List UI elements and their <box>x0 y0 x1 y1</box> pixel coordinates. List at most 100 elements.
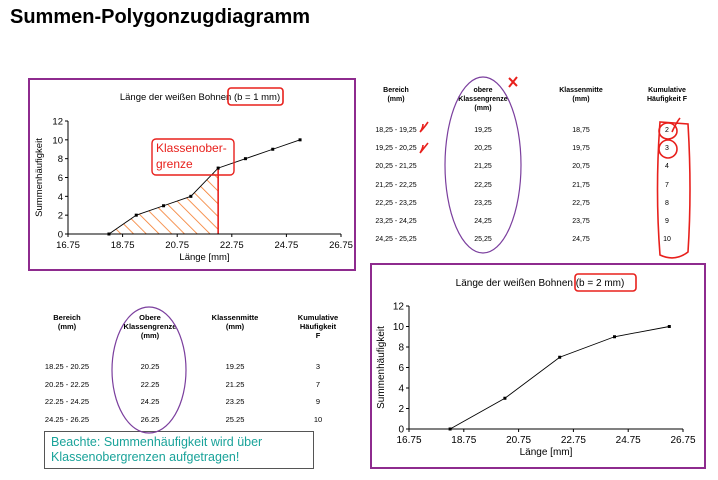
x-tick-label: 26.75 <box>670 435 695 446</box>
x-tick-label: 20.75 <box>506 435 531 446</box>
data-point <box>667 325 671 328</box>
table-cell: 20,25 <box>474 145 492 153</box>
klassenobergrenze-annotation: Klassenober-grenze <box>151 138 235 176</box>
table-cell: 9 <box>665 218 669 225</box>
y-tick-label: 2 <box>58 211 63 222</box>
annotation-box <box>151 138 235 176</box>
cross-mark <box>508 76 518 88</box>
series-line <box>108 139 301 235</box>
chart-2: 0 2 4 6 8 10 12 16.75 18.75 20.75 22.75 24.75 26.75 L… <box>376 273 696 458</box>
y-tick-label: 2 <box>398 404 404 415</box>
data-point <box>448 427 452 431</box>
table-cell: 20.25 <box>140 362 160 371</box>
page-title: Summen-Polygonzugdiagramm <box>10 6 311 28</box>
table-cell: 18,75 <box>572 127 590 134</box>
b-value-highlight <box>227 87 284 106</box>
x-tick-label: 18.75 <box>451 435 476 446</box>
data-point <box>216 166 220 170</box>
table-header-cell: Klassenmitte (mm) <box>559 87 603 103</box>
table-cell: 19,25 <box>474 127 492 134</box>
table-1: Bereich (mm) obere Klassengrenze (mm) Klassen… <box>360 80 705 260</box>
y-axis-label: Summenhäufigkeit <box>376 326 387 409</box>
table-cell: 20,75 <box>572 163 590 171</box>
check-marks <box>419 117 681 154</box>
data-point <box>189 194 193 198</box>
x-tick-label: 20.75 <box>165 240 189 251</box>
table-header-cell: Klassenmitte (mm) <box>211 313 259 331</box>
y-tick-label: 8 <box>58 154 63 165</box>
frequency-highlights <box>656 121 691 259</box>
y-tick-label: 0 <box>58 230 63 241</box>
table-cell: 7 <box>665 181 669 189</box>
y-tick-label: 0 <box>398 425 404 436</box>
data-point <box>107 232 111 236</box>
x-tick-label: 22.75 <box>561 435 586 446</box>
table-cell: 23,25 - 24,25 <box>375 218 417 225</box>
table-cell: 24,25 - 25,25 <box>375 236 417 244</box>
data-point <box>162 204 166 208</box>
y-tick-label: 12 <box>393 302 405 313</box>
table-cell: 24,75 <box>572 236 590 244</box>
y-tick-label: 6 <box>398 363 404 374</box>
chart-title: Länge der weißen Bohnen (b = 1 mm) <box>120 92 280 103</box>
data-point <box>298 138 302 142</box>
table-cell: 26.25 <box>140 414 160 424</box>
table-cell: 22.25 - 24.25 <box>44 397 90 407</box>
table-cell: 18.25 - 20.25 <box>44 362 90 371</box>
table-cell: 3 <box>665 145 669 153</box>
table-cell: 4 <box>665 163 669 171</box>
table-cell: 22,25 <box>474 181 492 189</box>
table-header-cell: obere Klassengrenze (mm) <box>458 87 508 112</box>
table-cell: 21,25 - 22,25 <box>375 181 417 189</box>
table-cell: 21.25 <box>225 379 245 389</box>
table-cell: 24.25 - 26.25 <box>44 414 90 424</box>
table-cell: 18,25 - 19,25 <box>375 127 417 134</box>
x-tick-label: 16.75 <box>56 240 80 251</box>
y-axis-label: Summenhäufigkeit <box>34 138 45 217</box>
table-cell: 10 <box>663 236 671 244</box>
x-tick-label: 24.75 <box>275 240 299 251</box>
table-cell: 20.25 - 22.25 <box>44 379 90 389</box>
chart-1-panel: 0 2 4 6 8 10 12 16.75 18.75 20.75 22.75 24.75 26.75 L… <box>28 78 356 271</box>
x-tick-label: 16.75 <box>396 435 421 446</box>
y-tick-label: 8 <box>398 343 404 354</box>
table-cell: 19.25 <box>225 362 245 371</box>
x-tick-label: 26.75 <box>329 240 353 251</box>
table-cell: 19,75 <box>572 145 590 153</box>
x-tick-label: 22.75 <box>220 240 244 251</box>
note-box: Beachte: Summenhäufigkeit wird über Klas… <box>44 431 314 469</box>
table-cell: 21,75 <box>572 181 590 189</box>
table-cell: 8 <box>665 199 669 207</box>
table-cell: 9 <box>315 397 321 407</box>
data-point <box>558 355 562 359</box>
y-tick-label: 4 <box>58 192 63 203</box>
annotation-text: grenze <box>156 157 193 171</box>
table-header-cell: Bereich (mm) <box>53 313 81 331</box>
y-tick-label: 10 <box>52 135 63 146</box>
x-axis-label: Länge [mm] <box>520 447 573 458</box>
table-cell: 19,25 - 20,25 <box>375 145 417 153</box>
b-value-highlight <box>574 273 637 292</box>
table-cell: 24.25 <box>140 397 160 407</box>
table-cell: 10 <box>313 414 323 424</box>
table-cell: 23.25 <box>225 397 245 407</box>
data-point <box>243 157 247 161</box>
chart-2-panel: 0 2 4 6 8 10 12 16.75 18.75 20.75 22.75 24.75 26.75 L… <box>370 263 706 469</box>
table-header-cell: Bereich (mm) <box>383 87 409 103</box>
hatched-area <box>108 168 219 234</box>
table-cell: 21,25 <box>474 163 492 171</box>
table-cell: 23,25 <box>474 199 492 207</box>
table-cell: 25,25 <box>474 236 492 244</box>
data-point <box>271 147 275 151</box>
table-cell: 24,25 <box>474 218 492 225</box>
table2-upper-bound-ellipse <box>111 306 187 434</box>
x-tick-label: 18.75 <box>111 240 135 251</box>
table-cell: 22,75 <box>572 199 590 207</box>
table-cell: 23,75 <box>572 218 590 225</box>
annotation-text: Klassenober- <box>156 141 227 155</box>
data-point <box>613 335 616 339</box>
x-tick-label: 24.75 <box>616 435 641 446</box>
table-header-cell: Kumulative Häufigkeit F <box>646 87 688 103</box>
y-tick-label: 4 <box>398 384 404 395</box>
